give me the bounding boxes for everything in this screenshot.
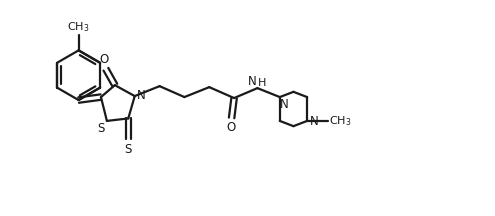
Text: S: S bbox=[125, 143, 132, 156]
Text: H: H bbox=[257, 78, 266, 88]
Text: O: O bbox=[99, 53, 108, 66]
Text: O: O bbox=[226, 121, 235, 134]
Text: N: N bbox=[248, 75, 256, 88]
Text: CH$_3$: CH$_3$ bbox=[330, 114, 352, 128]
Text: N: N bbox=[137, 89, 146, 102]
Text: CH$_3$: CH$_3$ bbox=[67, 20, 90, 34]
Text: S: S bbox=[98, 122, 105, 135]
Text: N: N bbox=[309, 115, 318, 128]
Text: N: N bbox=[280, 98, 289, 111]
